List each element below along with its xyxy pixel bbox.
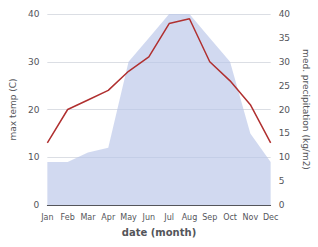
svg-text:Jun: Jun	[142, 213, 156, 222]
svg-text:15: 15	[279, 128, 290, 138]
svg-text:0: 0	[279, 200, 285, 210]
svg-text:30: 30	[279, 57, 291, 67]
svg-text:25: 25	[279, 81, 290, 91]
svg-text:May: May	[120, 213, 137, 222]
svg-text:Feb: Feb	[61, 213, 75, 222]
svg-text:max temp (C): max temp (C)	[8, 78, 18, 140]
svg-text:40: 40	[279, 9, 291, 19]
svg-text:Sep: Sep	[202, 213, 217, 222]
svg-text:Jan: Jan	[40, 213, 53, 222]
svg-text:20: 20	[28, 105, 40, 115]
svg-text:Aug: Aug	[182, 213, 198, 222]
svg-text:Nov: Nov	[243, 213, 259, 222]
svg-text:Mar: Mar	[80, 213, 96, 222]
svg-text:Jul: Jul	[163, 213, 174, 222]
svg-text:0: 0	[34, 200, 40, 210]
svg-text:5: 5	[279, 176, 285, 186]
svg-text:40: 40	[28, 9, 40, 19]
svg-text:med. precipitation (kg/m2): med. precipitation (kg/m2)	[301, 49, 311, 170]
svg-text:10: 10	[28, 152, 40, 162]
svg-text:10: 10	[279, 152, 291, 162]
svg-text:Apr: Apr	[101, 213, 116, 222]
svg-text:35: 35	[279, 33, 290, 43]
svg-text:20: 20	[279, 105, 291, 115]
svg-text:date (month): date (month)	[122, 227, 196, 238]
svg-text:Dec: Dec	[263, 213, 278, 222]
svg-text:Oct: Oct	[223, 213, 237, 222]
svg-text:30: 30	[28, 57, 40, 67]
